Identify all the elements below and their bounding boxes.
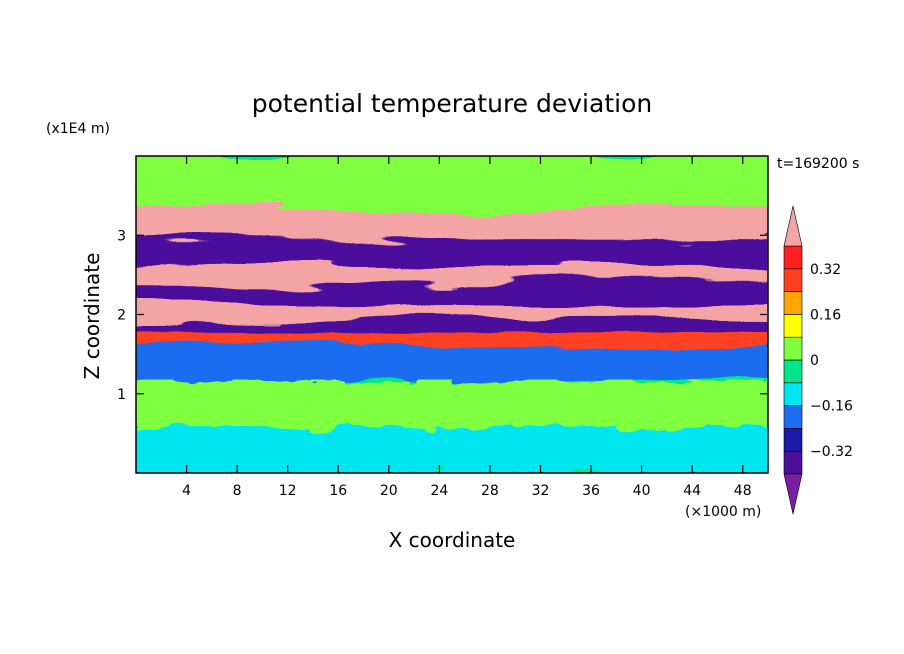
colorbar-segment bbox=[783, 405, 803, 429]
x-tick-label: 28 bbox=[481, 483, 499, 499]
field-band bbox=[136, 264, 768, 289]
x-tick-label: 24 bbox=[430, 483, 448, 499]
x-tick-label: 4 bbox=[182, 483, 191, 499]
x-tick-label: 20 bbox=[380, 483, 398, 499]
colorbar-label: −0.32 bbox=[810, 444, 853, 460]
field-band bbox=[136, 284, 768, 309]
y-axis: 1 2 3 bbox=[117, 228, 768, 403]
colorbar-segment bbox=[783, 450, 803, 475]
y-tick-label: 1 bbox=[117, 387, 126, 403]
field-band bbox=[136, 304, 768, 325]
x-tick-label: 12 bbox=[279, 483, 297, 499]
x-tick-label: 16 bbox=[329, 483, 347, 499]
field-band bbox=[136, 348, 768, 384]
colorbar-extend-top bbox=[783, 205, 803, 247]
colorbar-segment bbox=[783, 382, 803, 406]
x-tick-label: 32 bbox=[532, 483, 550, 499]
y-tick-label: 3 bbox=[117, 228, 126, 244]
field-band bbox=[136, 156, 768, 214]
colorbar-segment bbox=[783, 428, 803, 452]
plot-field bbox=[136, 156, 768, 473]
field-band bbox=[136, 427, 768, 473]
colorbar-segment bbox=[783, 291, 803, 315]
colorbar-segment bbox=[783, 245, 803, 270]
x-tick-label: 36 bbox=[582, 483, 600, 499]
colorbar-segment bbox=[783, 314, 803, 338]
colorbar-label: 0 bbox=[810, 353, 819, 369]
time-label: t=169200 s bbox=[777, 156, 859, 172]
x-tick-label: 8 bbox=[233, 483, 242, 499]
colorbar-label: −0.16 bbox=[810, 399, 853, 415]
colorbar-label: 0.32 bbox=[810, 262, 841, 278]
y-axis-label: Z coordinate bbox=[80, 253, 104, 380]
field-band bbox=[136, 241, 768, 269]
field-band bbox=[136, 209, 768, 246]
x-tick-label: 48 bbox=[734, 483, 752, 499]
colorbar-segment bbox=[783, 268, 803, 292]
colorbar-segment bbox=[783, 359, 803, 384]
colorbar-extend-bottom bbox=[783, 473, 803, 515]
field-band bbox=[136, 379, 768, 432]
y-tick-label: 2 bbox=[117, 308, 126, 324]
y-axis-unit: (x1E4 m) bbox=[46, 121, 110, 137]
x-tick-label: 44 bbox=[683, 483, 701, 499]
colorbar: 0.32 0.16 0 −0.16 −0.32 bbox=[783, 205, 853, 515]
colorbar-label: 0.16 bbox=[810, 307, 841, 323]
x-tick-label: 40 bbox=[633, 483, 651, 499]
x-axis: 4 8 12 16 20 24 28 32 36 40 44 48 bbox=[182, 156, 752, 499]
colorbar-segment bbox=[783, 336, 803, 361]
field-band bbox=[136, 332, 768, 353]
x-axis-unit: (×1000 m) bbox=[685, 504, 761, 520]
x-axis-label: X coordinate bbox=[389, 528, 516, 552]
chart-title: potential temperature deviation bbox=[252, 89, 652, 118]
